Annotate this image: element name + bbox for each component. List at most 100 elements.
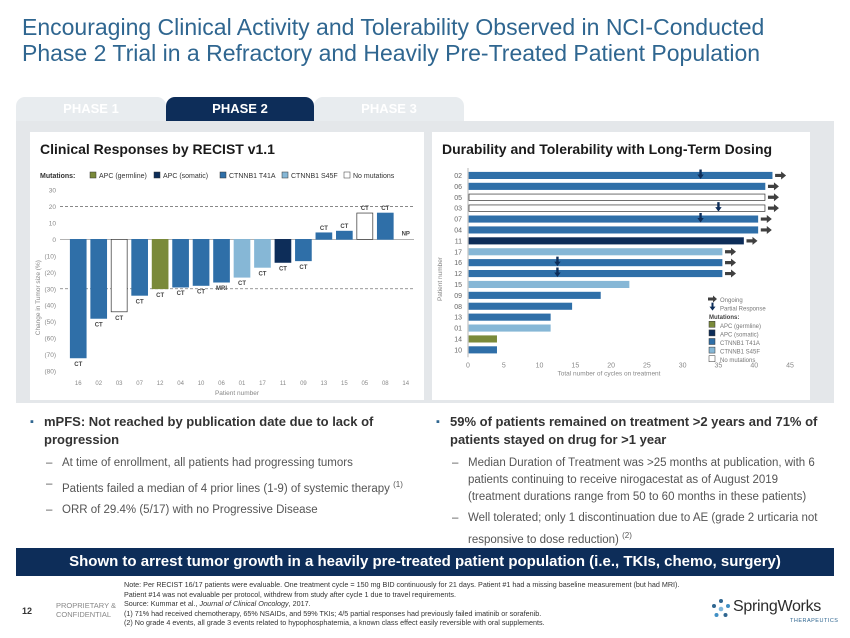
duration-bar <box>468 248 723 256</box>
left-subbullet-3: ORR of 29.4% (5/17) with no Progressive … <box>30 502 426 519</box>
left-subbullet-2: Patients failed a median of 4 prior line… <box>30 476 426 498</box>
waterfall-bar <box>376 212 394 240</box>
y-axis-label: Change in Tumor size (%) <box>35 260 42 335</box>
patient-label: 14 <box>454 336 462 343</box>
waterfall-bar <box>151 239 169 290</box>
bar-label: CT <box>115 316 123 322</box>
footnote-1: (1) 71% had received chemotherapy, 65% N… <box>124 608 542 618</box>
x-tick-label: 17 <box>259 381 266 387</box>
patient-label: 03 <box>454 206 462 213</box>
duration-bar <box>468 226 759 234</box>
waterfall-bar <box>274 239 292 263</box>
durability-title: Durability and Tolerability with Long-Te… <box>442 141 773 157</box>
legend-label: APC (germline) <box>99 173 147 180</box>
waterfall-bar <box>295 239 312 262</box>
bar-label: CT <box>156 293 164 299</box>
right-bullets: 59% of patients remained on treatment >2… <box>436 413 820 553</box>
legend-swatch <box>708 355 716 362</box>
duration-bar <box>468 270 723 278</box>
x-tick-label: 35 <box>715 362 723 369</box>
legend-swatch <box>708 321 716 328</box>
x-tick-label: 11 <box>280 381 287 387</box>
bar-label: CT <box>74 362 82 368</box>
duration-bar <box>468 313 551 321</box>
ongoing-arrow-icon <box>760 225 772 234</box>
springworks-logo: SpringWorks THERAPEUTICS <box>708 596 838 628</box>
duration-bar <box>468 182 766 190</box>
source-journal: Journal of Clinical Oncology <box>199 599 289 609</box>
title-line-2: Phase 2 Trial in a Refractory and Heavil… <box>22 40 761 66</box>
x-tick-label: 03 <box>116 381 123 387</box>
slide-title: Encouraging Clinical Activity and Tolera… <box>22 14 832 66</box>
duration-bar <box>468 193 766 201</box>
footnote-2: (2) No grade 4 events, all grade 3 event… <box>124 618 545 628</box>
waterfall-bar <box>131 239 148 296</box>
patient-label: 09 <box>454 293 462 300</box>
legend-swatch <box>708 346 716 354</box>
waterfall-bar <box>213 239 230 283</box>
waterfall-bar <box>254 239 271 268</box>
legend-label: No mutations <box>720 358 755 364</box>
x-tick-label: 12 <box>157 381 164 387</box>
footnote-note: Note: Per RECIST 16/17 patients were eva… <box>124 580 680 599</box>
x-tick-label: 20 <box>607 362 615 369</box>
legend-label: Mutations: <box>709 315 739 321</box>
bar-label: CT <box>258 271 266 277</box>
legend-prefix: Mutations: <box>40 173 75 180</box>
x-tick-label: 01 <box>239 381 246 387</box>
key-message-banner: Shown to arrest tumor growth in a heavil… <box>16 548 834 576</box>
logo-star-icon <box>712 599 730 617</box>
x-tick-label: 06 <box>218 381 225 387</box>
patient-label: 13 <box>454 315 462 322</box>
duration-bar <box>468 215 759 223</box>
right-subbullet-1: Median Duration of Treatment was >25 mon… <box>436 455 820 506</box>
bar-label: NP <box>402 231 410 237</box>
proprietary-notice: PROPRIETARY & CONFIDENTIAL <box>56 601 116 619</box>
proprietary-line-1: PROPRIETARY & <box>56 601 117 610</box>
duration-bar <box>468 171 773 180</box>
ongoing-arrow-icon <box>767 193 779 202</box>
partial-response-arrow-icon <box>715 202 722 212</box>
bar-label: CT <box>177 291 185 297</box>
bar-label: MRI <box>216 286 227 292</box>
y-tick-label: (80) <box>44 369 56 376</box>
ongoing-arrow-icon <box>775 171 787 180</box>
tab-phase-1[interactable]: PHASE 1 <box>16 97 166 121</box>
patient-label: 05 <box>454 195 462 202</box>
x-tick-label: 16 <box>75 381 82 387</box>
bar-label: CT <box>197 289 205 295</box>
y-tick-label: (20) <box>44 270 56 277</box>
legend-label: APC (somatic) <box>163 173 208 180</box>
waterfall-bar <box>192 239 210 286</box>
bar-label: CT <box>361 206 369 212</box>
legend-swatch <box>708 329 716 337</box>
duration-bar <box>468 280 630 289</box>
partial-response-arrow-icon <box>697 213 704 223</box>
page-number: 12 <box>22 606 33 616</box>
x-tick-label: 45 <box>786 362 794 369</box>
tab-phase-3[interactable]: PHASE 3 <box>314 97 464 121</box>
x-axis-label: Patient number <box>215 390 260 397</box>
waterfall-bar <box>233 239 251 278</box>
x-tick-label: 10 <box>536 362 544 369</box>
partial-response-arrow-icon <box>554 256 561 267</box>
bar-label: CT <box>279 266 287 272</box>
footnote-source: Source: Kummar et al., Journal of Clinic… <box>124 599 684 609</box>
waterfall-chart: Mutations: APC (germline) APC (somatic) CT N… <box>35 171 414 397</box>
duration-bar <box>468 302 573 310</box>
treatment-duration-bullet: 59% of patients remained on treatment >2… <box>436 413 820 449</box>
duration-bar <box>468 335 497 343</box>
x-tick-label: 15 <box>341 381 348 387</box>
right-subbullet-2-text: Well tolerated; only 1 discontinuation d… <box>468 512 818 546</box>
duration-bar <box>468 259 723 267</box>
x-tick-label: 09 <box>300 381 307 387</box>
patient-label: 17 <box>454 249 462 256</box>
legend-label: Ongoing <box>720 298 743 304</box>
ongoing-arrow-icon <box>725 258 737 267</box>
tab-phase-2[interactable]: PHASE 2 <box>166 97 314 121</box>
x-tick-label: 30 <box>679 362 687 369</box>
patient-label: 06 <box>454 184 462 191</box>
y-tick-label: (50) <box>44 319 56 326</box>
ongoing-arrow-icon <box>746 236 758 245</box>
phase-tabs: PHASE 1 PHASE 3 PHASE 2 <box>16 97 466 121</box>
